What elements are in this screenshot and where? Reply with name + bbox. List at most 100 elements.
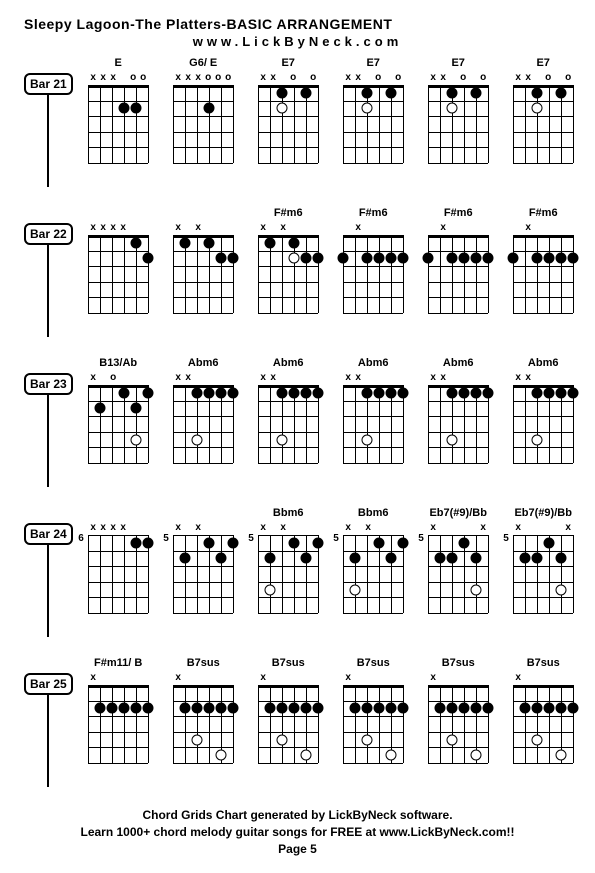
chord-diagram: xx bbox=[343, 373, 403, 463]
chord: B7sus x bbox=[251, 657, 326, 763]
chord: B7susx bbox=[336, 657, 411, 763]
finger-dot bbox=[374, 703, 385, 714]
finger-dot bbox=[386, 253, 397, 264]
fretboard-grid bbox=[513, 385, 573, 463]
chord-name: F#m6 bbox=[529, 207, 558, 221]
finger-dot bbox=[216, 387, 227, 398]
chord-diagram: xo bbox=[88, 373, 148, 463]
bar-label: Bar 23 bbox=[24, 373, 73, 395]
finger-dot bbox=[277, 87, 288, 98]
fretboard-grid bbox=[513, 85, 573, 163]
open-dot bbox=[265, 584, 276, 595]
chord: F#m6x bbox=[421, 207, 496, 313]
finger-dot bbox=[544, 703, 555, 714]
open-dot bbox=[471, 750, 482, 761]
finger-dot bbox=[143, 253, 154, 264]
nut-markers: xxxx bbox=[88, 223, 148, 235]
chords-group: B13/AbxoAbm6xxAbm6xxAbm6xxAbm6xxAbm6xx bbox=[81, 357, 581, 463]
chord-name: B13/Ab bbox=[99, 357, 137, 371]
chord-name: E7 bbox=[366, 57, 379, 71]
open-dot bbox=[289, 253, 300, 264]
finger-dot bbox=[119, 703, 130, 714]
finger-dot bbox=[228, 703, 239, 714]
finger-dot bbox=[301, 703, 312, 714]
chord-name: Bbm6 bbox=[273, 507, 304, 521]
open-dot bbox=[350, 584, 361, 595]
chord-name: Abm6 bbox=[188, 357, 219, 371]
nut-markers: xx bbox=[513, 373, 573, 385]
finger-dot bbox=[265, 237, 276, 248]
finger-dot bbox=[350, 703, 361, 714]
fretboard-grid bbox=[428, 85, 488, 163]
chord: Eb7(#9)/Bb5xx bbox=[506, 507, 581, 613]
fret-position: 5 bbox=[163, 533, 169, 544]
finger-dot bbox=[447, 387, 458, 398]
chord: F#m6x bbox=[336, 207, 411, 313]
finger-dot bbox=[556, 703, 567, 714]
chord-name: E bbox=[115, 57, 122, 71]
open-dot bbox=[556, 750, 567, 761]
footer-line-1: Chord Grids Chart generated by LickByNec… bbox=[24, 807, 571, 824]
finger-dot bbox=[386, 87, 397, 98]
finger-dot bbox=[447, 253, 458, 264]
chord: Bbm65xx bbox=[336, 507, 411, 613]
finger-dot bbox=[107, 703, 118, 714]
fretboard-grid bbox=[258, 85, 318, 163]
open-dot bbox=[192, 434, 203, 445]
nut-markers: x bbox=[258, 673, 318, 685]
open-dot bbox=[301, 750, 312, 761]
chord: Abm6xx bbox=[251, 357, 326, 463]
bar-row: Bar 246xxxx5xxBbm65xxBbm65xxEb7(#9)/Bb5x… bbox=[24, 507, 571, 637]
fret-position: 6 bbox=[78, 533, 84, 544]
finger-dot bbox=[350, 553, 361, 564]
bar-vertical-line bbox=[47, 545, 49, 637]
finger-dot bbox=[204, 703, 215, 714]
fretboard-grid bbox=[428, 385, 488, 463]
chord-name: B7sus bbox=[272, 657, 305, 671]
nut-markers: xx bbox=[173, 373, 233, 385]
finger-dot bbox=[228, 387, 239, 398]
finger-dot bbox=[277, 703, 288, 714]
finger-dot bbox=[508, 253, 519, 264]
fretboard-grid bbox=[343, 385, 403, 463]
finger-dot bbox=[459, 387, 470, 398]
fret-position: 5 bbox=[333, 533, 339, 544]
finger-dot bbox=[301, 87, 312, 98]
finger-dot bbox=[216, 703, 227, 714]
finger-dot bbox=[471, 703, 482, 714]
nut-markers: xxoo bbox=[343, 73, 403, 85]
chord-name: B7sus bbox=[442, 657, 475, 671]
finger-dot bbox=[180, 237, 191, 248]
finger-dot bbox=[398, 537, 409, 548]
finger-dot bbox=[471, 553, 482, 564]
finger-dot bbox=[289, 537, 300, 548]
finger-dot bbox=[374, 253, 385, 264]
chord: F#m6xx bbox=[251, 207, 326, 313]
nut-markers: xxoo bbox=[258, 73, 318, 85]
chord-diagram: xx bbox=[173, 223, 233, 313]
fretboard-grid bbox=[343, 685, 403, 763]
nut-markers: xx bbox=[428, 373, 488, 385]
chord-diagram: 5xx bbox=[258, 523, 318, 613]
nut-markers: xxxooo bbox=[173, 73, 233, 85]
fretboard-grid bbox=[173, 535, 233, 613]
finger-dot bbox=[362, 703, 373, 714]
finger-dot bbox=[520, 703, 531, 714]
finger-dot bbox=[192, 703, 203, 714]
finger-dot bbox=[374, 387, 385, 398]
finger-dot bbox=[338, 253, 349, 264]
chord-diagram: xx bbox=[258, 223, 318, 313]
open-dot bbox=[216, 750, 227, 761]
nut-markers: xx bbox=[173, 523, 233, 535]
fretboard-grid bbox=[258, 385, 318, 463]
bar-row: Bar 25F#m11/ BxB7susxB7susxB7susxB7susxB… bbox=[24, 657, 571, 787]
chord-name: G6/ E bbox=[189, 57, 217, 71]
bar-vertical-line bbox=[47, 395, 49, 487]
finger-dot bbox=[423, 253, 434, 264]
finger-dot bbox=[556, 553, 567, 564]
fretboard-grid bbox=[173, 235, 233, 313]
fretboard-grid bbox=[343, 535, 403, 613]
chord-diagram: x bbox=[343, 673, 403, 763]
nut-markers: xx bbox=[258, 373, 318, 385]
finger-dot bbox=[301, 553, 312, 564]
